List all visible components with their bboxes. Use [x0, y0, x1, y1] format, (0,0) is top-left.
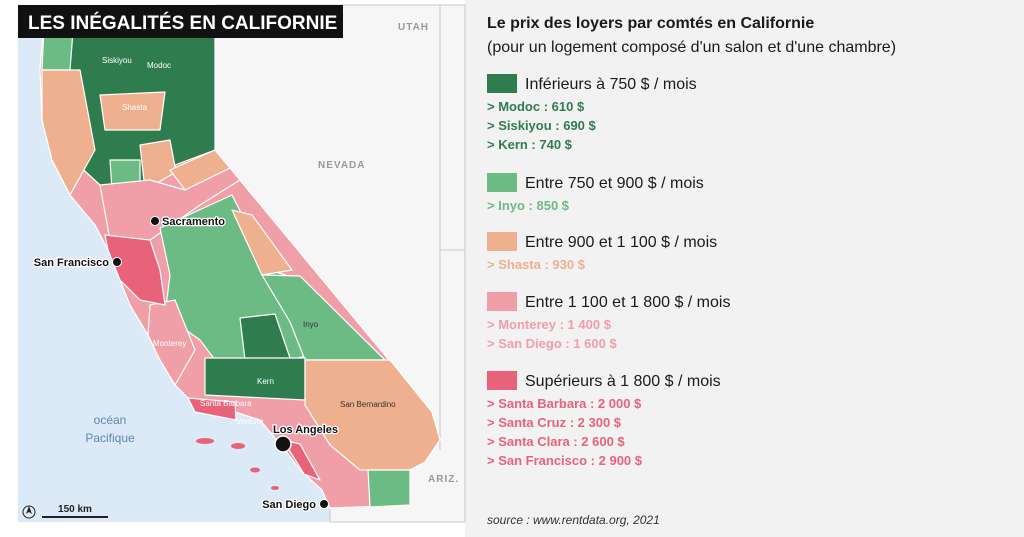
city-dot [274, 435, 292, 453]
county [187, 397, 237, 421]
city-dot [150, 216, 160, 226]
county-label: Monterey [153, 339, 186, 348]
city-dot [112, 257, 122, 267]
legend-swatch [487, 371, 517, 390]
city-dot [319, 499, 329, 509]
county [304, 359, 441, 471]
ocean-label: Pacifique [85, 431, 135, 445]
legend-item: > Modoc : 610 $ [487, 99, 585, 114]
map-title: LES INÉGALITÉS EN CALIFORNIE [28, 12, 337, 34]
legend-label: Entre 750 et 900 $ / mois [525, 175, 704, 192]
county [204, 357, 306, 401]
state-label: NEVADA [318, 160, 365, 171]
legend-item: > Santa Clara : 2 600 $ [487, 434, 625, 449]
island [231, 443, 245, 449]
county [367, 469, 411, 508]
legend-swatch [487, 232, 517, 251]
state-label: UTAH [398, 22, 429, 33]
legend-item: > San Francisco : 2 900 $ [487, 453, 643, 468]
county-label: Kern [257, 377, 274, 386]
city-label: Sacramento [162, 216, 225, 228]
county-label: Inyo [303, 320, 319, 329]
legend-item: > Shasta : 930 $ [487, 257, 586, 272]
legend: Inférieurs à 750 $ / mois > Modoc : 610 $… [487, 74, 730, 468]
city-label: Los Angeles [273, 424, 338, 436]
legend-label: Entre 1 100 et 1 800 $ / mois [525, 294, 730, 311]
scale-label: 150 km [58, 504, 92, 515]
ocean-label: océan [94, 413, 127, 427]
legend-label: Entre 900 et 1 100 $ / mois [525, 234, 717, 251]
city-label: San Diego [262, 499, 316, 511]
legend-title: Le prix des loyers par comtés en Califor… [487, 15, 814, 32]
title-box [18, 5, 343, 38]
legend-panel [465, 0, 1024, 537]
county-label: Santa Barbara [200, 399, 252, 408]
legend-swatch [487, 292, 517, 311]
county-label: San Bernardino [340, 400, 396, 409]
legend-item: > San Diego : 1 600 $ [487, 336, 617, 351]
island [250, 467, 260, 473]
county [231, 209, 293, 276]
county [41, 69, 96, 196]
legend-label: Supérieurs à 1 800 $ / mois [525, 373, 721, 390]
county-label: Siskiyou [102, 56, 132, 65]
island [196, 438, 214, 444]
county [147, 299, 196, 386]
map: Siskiyou Modoc Shasta Inyo Kern Monterey… [18, 4, 466, 523]
legend-swatch [487, 173, 517, 192]
legend-item: > Santa Cruz : 2 300 $ [487, 415, 622, 430]
legend-item: > Kern : 740 $ [487, 137, 573, 152]
legend-item: > Monterey : 1 400 $ [487, 317, 612, 332]
north-arrow [26, 506, 32, 514]
state-label: ARIZ. [428, 474, 459, 485]
county [282, 439, 321, 481]
source: source : www.rentdata.org, 2021 [487, 513, 660, 527]
county-label: Ventura [236, 417, 264, 426]
legend-item: > Siskiyou : 690 $ [487, 118, 597, 133]
island [271, 486, 279, 490]
county [99, 91, 166, 131]
legend-subtitle: (pour un logement composé d'un salon et … [487, 39, 896, 56]
city-label: San Francisco [34, 257, 109, 269]
legend-item: > Santa Barbara : 2 000 $ [487, 396, 642, 411]
county [104, 234, 166, 306]
county-label: Shasta [122, 103, 147, 112]
county-label: Modoc [147, 61, 171, 70]
legend-swatch [487, 74, 517, 93]
california [39, 4, 441, 509]
legend-item: > Inyo : 850 $ [487, 198, 570, 213]
legend-label: Inférieurs à 750 $ / mois [525, 76, 697, 93]
